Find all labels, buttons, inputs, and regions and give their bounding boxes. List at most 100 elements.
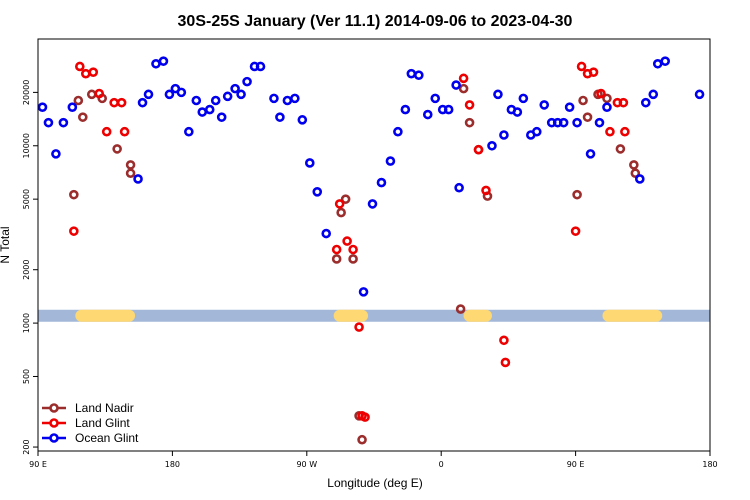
point-ocean-glint [43,117,54,128]
point-ocean-glint [37,102,48,112]
point-ocean-glint [512,107,523,117]
legend-label-ocean-glint: Ocean Glint [75,431,139,445]
point-ocean-glint [367,199,378,209]
point-land-nadir [86,89,97,100]
point-ocean-glint [321,228,332,239]
x-tick-label: 90 E [29,460,47,469]
x-tick-label: 90 W [296,460,317,469]
point-land-glint [458,73,469,84]
point-land-glint [500,357,511,368]
point-ocean-glint [210,95,221,106]
point-land-nadir [582,112,593,122]
point-ocean-glint [297,115,308,125]
point-land-glint [334,199,345,209]
point-land-nadir [348,254,358,264]
point-ocean-glint [443,104,454,115]
point-ocean-glint [585,149,596,159]
point-ocean-glint [451,80,461,90]
x-tick-label: 180 [702,460,717,469]
plot-frame [37,38,711,452]
point-land-glint [80,68,91,79]
legend-label-land-nadir: Land Nadir [75,401,134,415]
point-land-glint [331,244,342,255]
x-tick-label: 180 [165,460,180,469]
y-tick-label: 2000 [22,260,31,280]
point-land-nadir [629,160,639,170]
point-ocean-glint [230,83,240,94]
point-ocean-glint [400,104,411,115]
y-axis-label: N Total [0,226,12,263]
point-ocean-glint [660,56,671,66]
point-ocean-glint [290,93,300,104]
point-ocean-glint [358,287,369,297]
point-land-nadir [464,117,475,128]
point-land-glint [348,244,358,255]
point-land-nadir [336,207,346,218]
point-land-nadir [69,189,79,200]
point-land-nadir [112,144,122,154]
point-ocean-glint [275,112,285,122]
point-land-nadir [340,194,351,204]
point-ocean-glint [58,117,69,128]
point-land-glint [588,67,599,77]
point-land-nadir [455,304,466,314]
legend-marker-ocean-glint [49,433,59,443]
point-land-glint [101,126,112,137]
point-land-nadir [630,168,641,179]
point-ocean-glint [493,89,503,100]
chart-title: 30S-25S January (Ver 11.1) 2014-09-06 to… [178,13,573,30]
point-ocean-glint [385,156,396,166]
point-land-glint [620,126,630,137]
point-land-nadir [572,189,582,200]
point-ocean-glint [376,177,387,188]
point-ocean-glint [143,89,154,100]
point-land-nadir [78,112,88,122]
point-ocean-glint [222,91,233,102]
point-land-glint [88,67,99,77]
point-ocean-glint [255,61,266,72]
point-ocean-glint [564,102,575,112]
point-ocean-glint [282,95,293,106]
point-ocean-glint [164,89,175,100]
point-land-nadir [615,144,626,154]
point-ocean-glint [648,89,659,100]
point-ocean-glint [454,182,464,193]
point-ocean-glint [413,70,424,80]
point-land-nadir [458,83,469,94]
point-land-glint [618,97,629,108]
y-tick-label: 10000 [22,133,31,158]
point-land-glint [605,126,615,137]
point-ocean-glint [191,95,202,106]
point-ocean-glint [67,102,78,112]
point-land-glint [576,61,587,72]
point-ocean-glint [539,100,550,110]
point-land-nadir [357,434,367,445]
land-segment [333,309,369,322]
x-tick-label: 0 [439,460,444,469]
y-tick-label: 1000 [22,313,31,333]
point-ocean-glint [531,126,542,137]
point-land-glint [570,226,581,236]
point-ocean-glint [518,93,529,104]
point-land-glint [354,322,364,332]
point-ocean-glint [269,93,279,104]
point-land-glint [109,97,119,108]
land-ocean-band [38,309,710,322]
point-land-nadir [331,254,342,264]
point-land-nadir [125,160,136,170]
point-land-glint [596,88,606,99]
point-land-glint [342,236,352,246]
point-ocean-glint [572,117,582,128]
point-land-nadir [73,95,84,106]
point-ocean-glint [406,68,417,79]
point-ocean-glint [635,174,645,184]
data-points [37,56,705,445]
land-segment [463,309,492,322]
point-ocean-glint [197,107,208,117]
x-tick-label: 90 E [567,460,585,469]
point-land-glint [69,226,79,236]
point-ocean-glint [216,112,227,122]
y-axis: 200 500 1000 2000 5000 10000 20000 [22,80,38,455]
point-ocean-glint [602,102,612,112]
